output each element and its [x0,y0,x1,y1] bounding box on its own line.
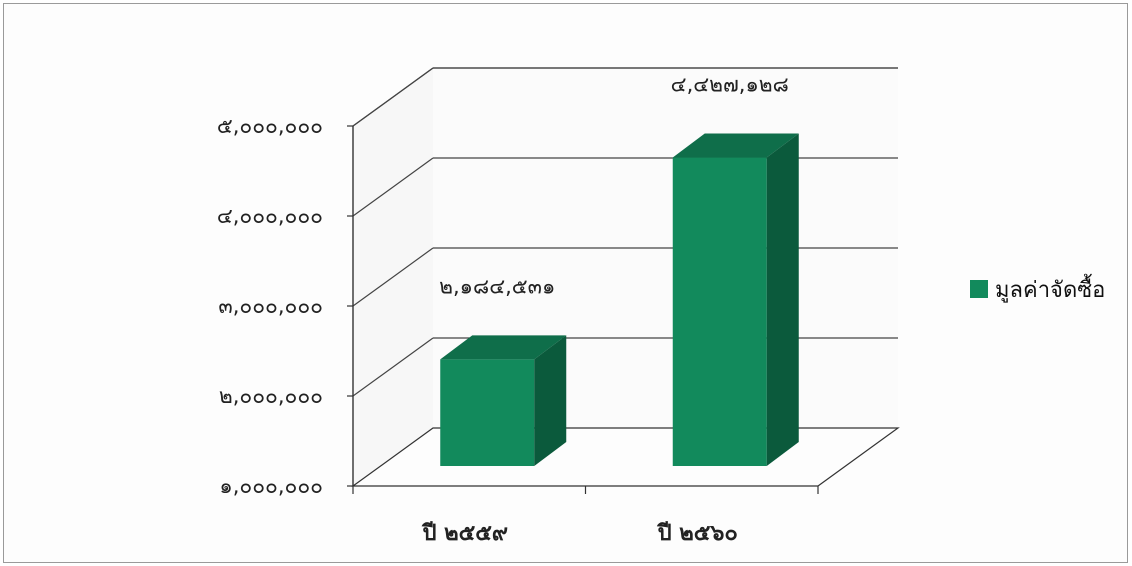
bar-top [440,335,567,360]
bar-front [440,359,535,466]
axes [347,125,819,494]
gridline-side [352,337,434,397]
y-tick-label: ๔,๐๐๐,๐๐๐ [217,204,323,228]
y-tick-label: ๑,๐๐๐,๐๐๐ [219,474,323,498]
x-category-label: ปี ๒๕๖๐ [656,521,737,546]
gridline-side [352,247,434,307]
y-tick-label: ๕,๐๐๐,๐๐๐ [217,114,323,138]
data-label: ๔,๔๒๗,๑๒๘ [671,73,789,97]
y-tick-labels: ๑,๐๐๐,๐๐๐ ๒,๐๐๐,๐๐๐ ๓,๐๐๐,๐๐๐ ๔,๐๐๐,๐๐๐ ๕,๐๐… [217,114,323,498]
y-tick-label: ๓,๐๐๐,๐๐๐ [218,294,323,318]
legend-label: มูลค่าจัดซื้อ [995,274,1105,303]
chart-walls [351,68,900,487]
bar-top [672,133,799,158]
gridlines [352,67,898,397]
data-label: ๒,๑๘๔,๕๓๑ [439,274,555,298]
floor [351,427,900,487]
x-category-label: ปี ๒๕๕๙ [421,521,508,546]
legend-swatch [970,280,988,298]
bar-front [672,157,767,467]
bar-side [534,335,567,466]
x-category-labels: ปี ๒๕๕๙ ปี ๒๕๖๐ [421,521,738,546]
y-tick-label: ๒,๐๐๐,๐๐๐ [219,384,323,408]
bar-side [766,133,799,467]
legend: มูลค่าจัดซื้อ [970,274,1105,303]
gridline-side [352,67,434,127]
gridline-side [352,157,434,217]
data-labels: ๒,๑๘๔,๕๓๑ ๔,๔๒๗,๑๒๘ [439,73,789,299]
bars [440,133,799,467]
